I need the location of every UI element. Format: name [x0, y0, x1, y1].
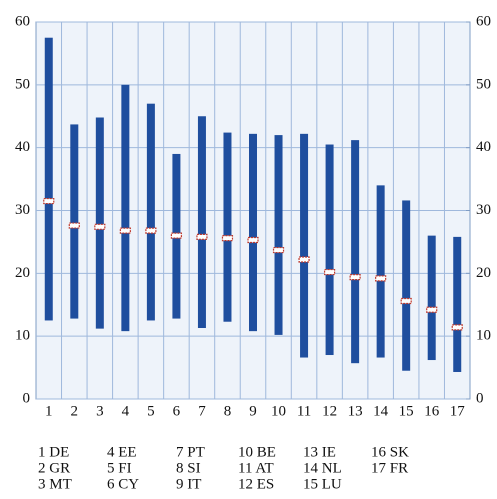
y-tick-label: 60 — [15, 13, 30, 29]
legend-entry: 15 LU — [303, 476, 342, 492]
y2-tick-label: 30 — [476, 202, 491, 218]
range-bar — [351, 140, 360, 364]
y-tick-label: 20 — [15, 265, 30, 281]
legend-entry: 2 GR — [38, 460, 70, 476]
legend-entry: 17 FR — [371, 460, 408, 476]
marker — [170, 232, 183, 239]
range-bar — [453, 236, 462, 372]
x-tick-label: 1 — [45, 403, 53, 419]
marker — [145, 227, 157, 234]
legend-entry: 13 IE — [303, 444, 336, 460]
y2-tick-label: 10 — [476, 328, 491, 344]
legend-entry: 6 CY — [107, 476, 139, 492]
x-tick-label: 15 — [399, 403, 414, 419]
x-tick-label: 6 — [173, 403, 181, 419]
range-bar — [197, 116, 206, 328]
x-tick-label: 9 — [249, 403, 257, 419]
legend-entry: 10 BE — [238, 444, 276, 460]
y-tick-label: 50 — [15, 76, 30, 92]
y2-tick-label: 60 — [476, 13, 491, 29]
range-bar — [274, 135, 283, 335]
y2-tick-label: 20 — [476, 265, 491, 281]
y2-tick-label: 0 — [476, 390, 484, 406]
range-bar — [121, 84, 130, 332]
range-bar — [300, 133, 309, 358]
y-tick-label: 0 — [23, 390, 31, 406]
y-tick-label: 40 — [15, 139, 30, 155]
x-tick-label: 17 — [450, 403, 466, 419]
legend-entry: 9 IT — [176, 476, 201, 492]
marker — [298, 256, 310, 263]
x-tick-label: 14 — [373, 403, 389, 419]
x-tick-label: 10 — [271, 403, 286, 419]
marker — [196, 233, 208, 240]
legend-entry: 7 PT — [176, 444, 205, 460]
y-tick-label: 10 — [15, 328, 30, 344]
marker — [451, 324, 463, 331]
marker — [400, 297, 412, 305]
range-bar — [249, 133, 257, 332]
range-bar — [402, 200, 411, 371]
marker — [119, 227, 131, 234]
legend-entry: 5 FI — [107, 460, 132, 476]
range-bar — [325, 144, 334, 356]
range-bar — [376, 185, 385, 358]
legend-entry: 11 AT — [238, 460, 274, 476]
x-tick-label: 8 — [224, 403, 232, 419]
x-tick-label: 2 — [71, 403, 79, 419]
legend-entry: 14 NL — [303, 460, 342, 476]
marker — [43, 197, 55, 205]
marker — [221, 235, 234, 242]
marker — [323, 268, 336, 276]
range-bar — [95, 117, 104, 329]
legend-entry: 3 MT — [38, 476, 72, 492]
legend-entry: 4 EE — [107, 444, 137, 460]
range-bar — [427, 235, 436, 361]
legend-entry: 12 ES — [238, 476, 274, 492]
x-tick-label: 13 — [348, 403, 363, 419]
marker — [94, 223, 106, 230]
range-bar — [146, 103, 155, 321]
marker — [272, 246, 285, 254]
y2-tick-label: 50 — [476, 76, 491, 92]
legend-entry: 16 SK — [371, 444, 409, 460]
marker — [426, 306, 438, 313]
range-bar — [44, 37, 53, 321]
x-tick-label: 7 — [198, 403, 206, 419]
legend-entry: 8 SI — [176, 460, 201, 476]
y-tick-label: 30 — [15, 202, 30, 218]
x-tick-label: 16 — [424, 403, 440, 419]
range-bar — [223, 132, 232, 322]
x-tick-label: 5 — [147, 403, 155, 419]
range-bar — [70, 124, 79, 319]
x-tick-label: 12 — [322, 403, 337, 419]
marker — [68, 222, 80, 229]
x-tick-label: 3 — [96, 403, 104, 419]
marker — [247, 236, 259, 244]
x-tick-label: 4 — [122, 403, 130, 419]
y2-tick-label: 40 — [476, 139, 491, 155]
legend-entry: 1 DE — [38, 444, 69, 460]
marker — [375, 275, 387, 282]
marker — [349, 274, 361, 281]
x-tick-label: 11 — [297, 403, 311, 419]
